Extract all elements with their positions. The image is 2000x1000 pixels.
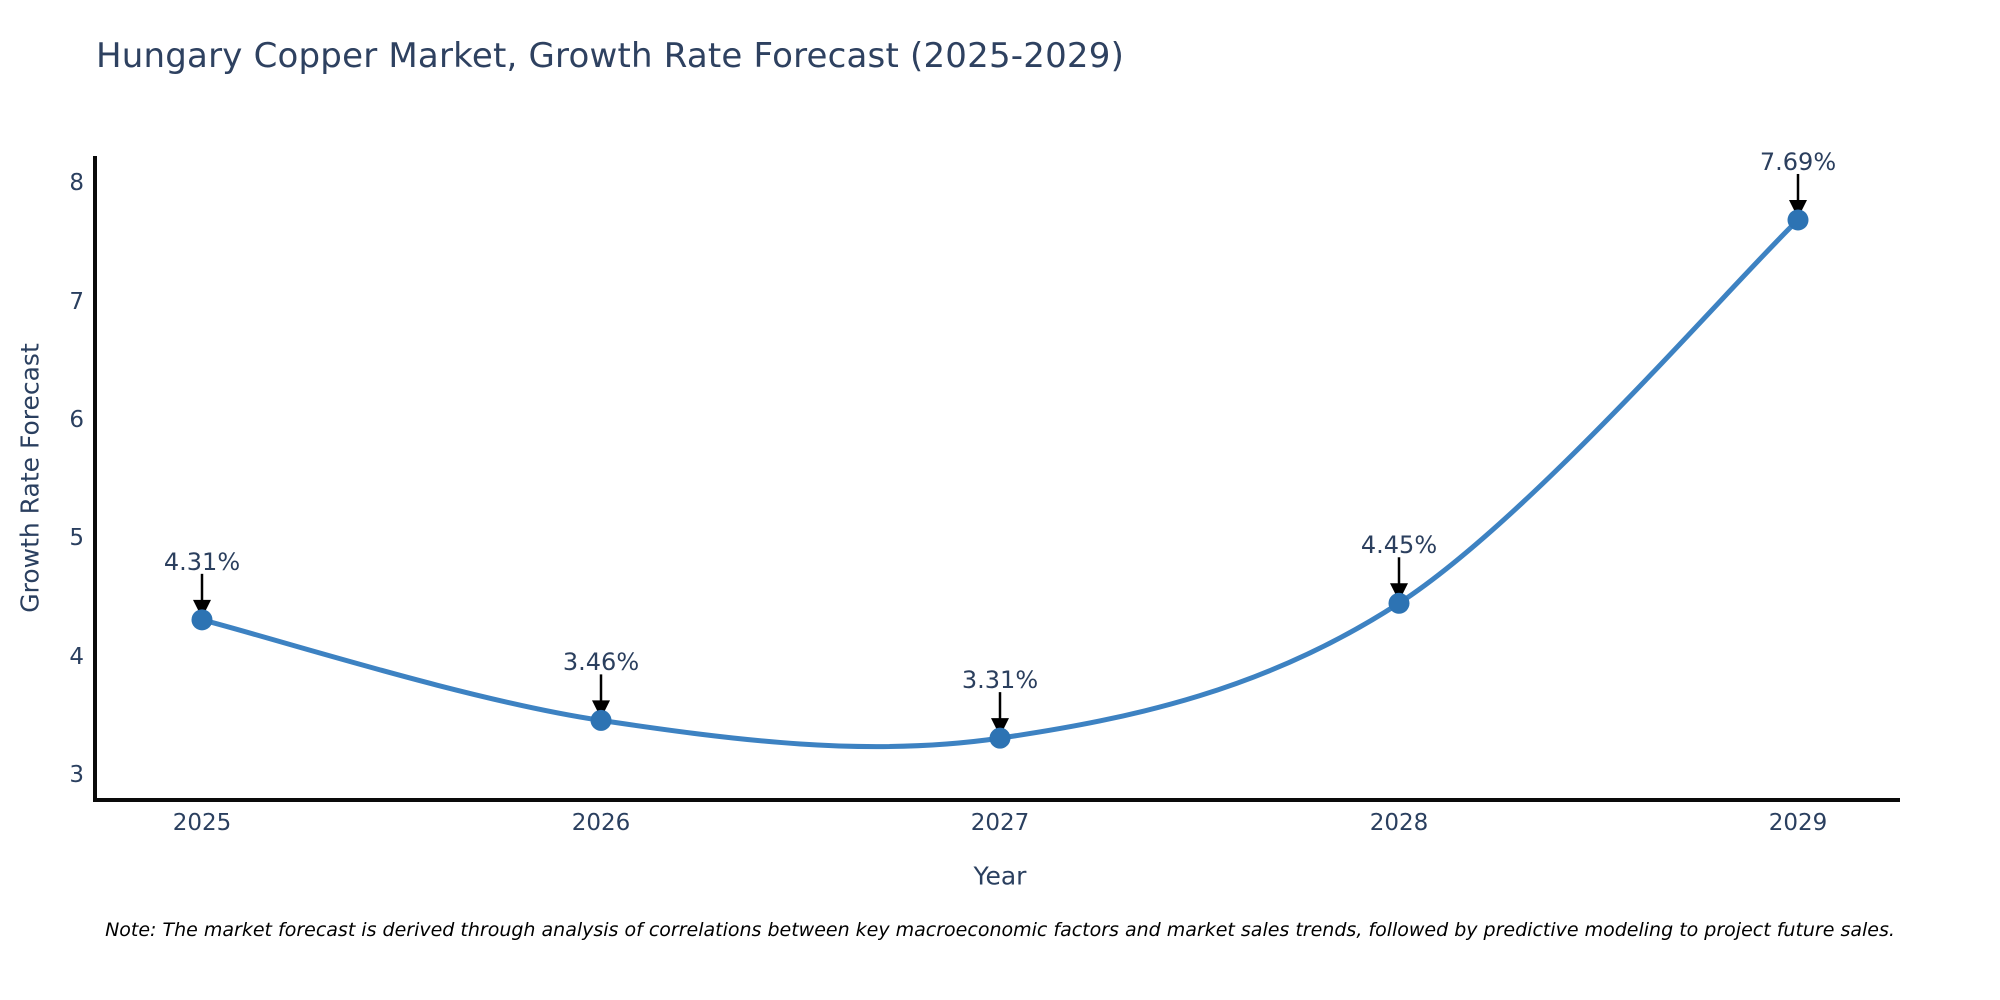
y-tick-label: 4 (69, 643, 84, 670)
data-point-label: 7.69% (1759, 147, 1837, 176)
x-axis-title: Year (973, 861, 1027, 891)
data-point-label: 4.31% (163, 547, 241, 576)
chart-title: Hungary Copper Market, Growth Rate Forec… (96, 36, 1125, 76)
y-axis-title: Growth Rate Forecast (15, 343, 45, 613)
data-point-marker (989, 727, 1011, 749)
y-tick-label: 6 (69, 406, 84, 433)
data-point-marker (1388, 592, 1410, 614)
annotation-arrow-head (991, 718, 1009, 737)
y-tick-label: 5 (69, 525, 84, 552)
footnote: Note: The market forecast is derived thr… (105, 919, 1895, 941)
data-point-label: 3.46% (562, 648, 640, 677)
y-tick-label: 7 (69, 288, 84, 315)
annotation-arrow-head (1789, 199, 1807, 218)
x-tick-label: 2028 (1369, 810, 1429, 836)
data-point-marker (1787, 209, 1809, 231)
data-point-label: 3.31% (961, 666, 1039, 695)
annotation-arrow-head (193, 599, 211, 618)
y-tick-label: 3 (69, 761, 84, 788)
data-point-marker (590, 709, 612, 731)
data-point-label: 4.45% (1360, 531, 1438, 560)
x-tick-label: 2025 (172, 810, 232, 836)
annotation-arrow-head (1390, 583, 1408, 602)
x-tick-label: 2029 (1768, 810, 1828, 836)
x-tick-label: 2026 (571, 810, 631, 836)
x-tick-label: 2027 (970, 810, 1030, 836)
y-tick-label: 8 (69, 170, 84, 197)
annotation-arrow-head (592, 700, 610, 719)
data-point-marker (191, 609, 213, 631)
